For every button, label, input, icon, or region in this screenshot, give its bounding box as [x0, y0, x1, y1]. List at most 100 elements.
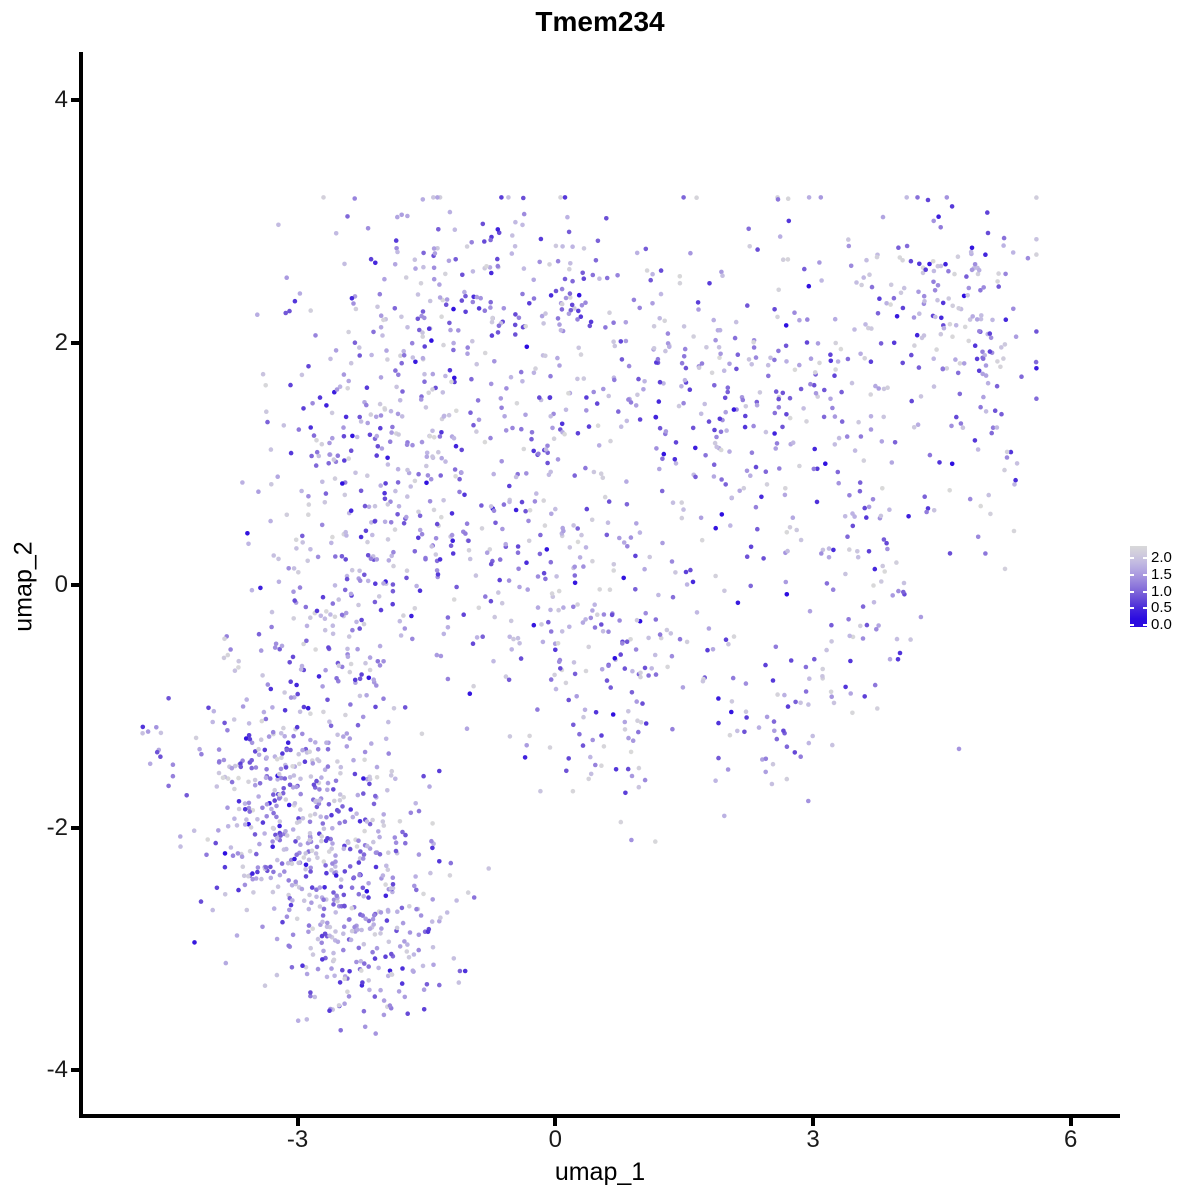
data-point: [623, 790, 628, 796]
data-point: [404, 442, 410, 448]
data-point: [480, 221, 486, 227]
data-point: [974, 356, 980, 362]
data-point: [449, 511, 455, 516]
data-point: [231, 717, 237, 722]
data-point: [378, 325, 384, 330]
data-point: [941, 325, 947, 331]
data-point: [850, 523, 856, 529]
data-point: [272, 798, 278, 803]
data-point: [637, 417, 643, 422]
data-point: [555, 355, 560, 361]
data-point: [434, 521, 440, 527]
data-point: [626, 709, 631, 714]
data-point: [534, 491, 539, 496]
data-point: [933, 314, 938, 320]
data-point: [620, 641, 625, 646]
data-point: [716, 345, 722, 350]
data-point: [277, 872, 283, 878]
data-point: [448, 327, 453, 333]
data-point: [290, 764, 295, 769]
data-point: [703, 453, 708, 458]
data-point: [572, 473, 577, 478]
data-point: [255, 865, 261, 870]
data-point: [656, 399, 662, 404]
data-point: [960, 425, 966, 431]
data-point: [225, 652, 231, 658]
data-point: [832, 373, 837, 379]
data-point: [981, 394, 986, 400]
data-point: [339, 554, 345, 559]
data-point: [751, 423, 756, 429]
data-point: [608, 438, 613, 444]
data-point: [894, 636, 900, 642]
data-point: [362, 749, 368, 755]
data-point: [445, 615, 451, 620]
data-point: [944, 195, 950, 200]
data-point: [559, 421, 565, 427]
data-point: [404, 514, 409, 520]
x-axis-title: umap_1: [554, 1158, 646, 1186]
data-point: [633, 553, 638, 559]
data-point: [572, 564, 577, 570]
data-point: [416, 471, 421, 477]
data-point: [257, 841, 262, 847]
data-point: [922, 299, 927, 304]
data-point: [352, 340, 358, 346]
data-point: [571, 660, 577, 665]
data-point: [797, 362, 802, 368]
data-point: [891, 340, 897, 346]
data-point: [497, 557, 503, 562]
data-point: [602, 494, 608, 500]
data-point: [289, 861, 295, 867]
data-point: [431, 276, 437, 282]
data-point: [514, 401, 520, 406]
data-point: [417, 588, 423, 593]
x-tick-mark: [295, 1118, 300, 1126]
data-point: [497, 577, 503, 583]
data-point: [806, 740, 812, 746]
data-point: [356, 838, 361, 843]
data-point: [446, 258, 452, 264]
data-point: [357, 568, 362, 574]
data-point: [531, 370, 537, 376]
data-point: [515, 544, 521, 549]
data-point: [367, 655, 373, 660]
data-point: [559, 629, 565, 634]
data-point: [433, 552, 439, 557]
data-point: [810, 733, 815, 739]
data-point: [480, 634, 486, 639]
data-point: [392, 835, 398, 840]
data-point: [665, 331, 671, 336]
data-point: [297, 709, 303, 715]
data-point: [513, 507, 519, 513]
data-point: [699, 537, 705, 543]
data-point: [488, 381, 494, 387]
data-point: [543, 576, 548, 582]
data-point: [985, 210, 990, 215]
data-point: [246, 541, 251, 547]
data-point: [836, 435, 842, 441]
data-point: [158, 754, 163, 759]
data-point: [670, 500, 676, 506]
data-point: [315, 966, 321, 972]
data-point: [988, 511, 993, 517]
data-point: [427, 784, 432, 789]
data-point: [742, 729, 747, 735]
data-point: [887, 656, 893, 662]
data-point: [381, 317, 386, 323]
data-point: [904, 243, 910, 249]
data-point: [733, 319, 739, 325]
data-point: [330, 623, 336, 628]
data-point: [1002, 566, 1008, 572]
data-point: [378, 375, 384, 380]
data-point: [498, 396, 504, 401]
data-point: [817, 360, 822, 366]
data-point: [340, 804, 345, 809]
data-point: [861, 275, 866, 280]
data-point: [324, 924, 330, 930]
data-point: [729, 495, 735, 501]
data-point: [735, 600, 741, 606]
data-point: [236, 806, 242, 812]
data-point: [288, 450, 294, 456]
data-point: [681, 324, 687, 329]
